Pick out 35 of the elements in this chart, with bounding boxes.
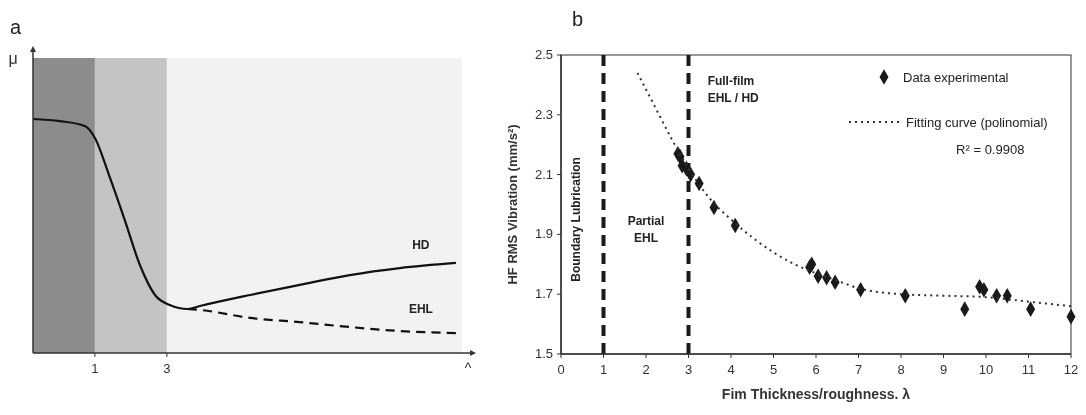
annotation: Full-film EHL / HD (707, 73, 760, 105)
annotation: Partial EHL (627, 214, 665, 246)
x-tick-label: 1 (91, 361, 99, 376)
x-tick-label: 3 (684, 362, 693, 377)
y-tick-label: 2.3 (534, 106, 553, 122)
annotation: R² = 0.9908 (956, 141, 1025, 157)
x-tick-label: 5 (769, 362, 778, 377)
chart-title: a (10, 16, 22, 38)
x-tick-label: 7 (854, 362, 863, 377)
x-tick-label: 10 (978, 362, 994, 377)
x-tick-label: 9 (939, 362, 948, 377)
y-axis-title: HF RMS Vibration (mm/s²) (505, 124, 520, 285)
y-tick-label: 1.7 (534, 286, 553, 302)
y-axis-title: μ (8, 50, 18, 67)
x-tick-label: 1 (599, 362, 608, 377)
y-tick-label: 1.9 (534, 226, 553, 242)
x-tick-label: 6 (812, 362, 820, 377)
x-tick-label: 12 (1063, 362, 1079, 377)
x-tick-label: 8 (897, 362, 905, 377)
series-label: HD (412, 237, 430, 252)
annotation: Boundary Lubrication (569, 157, 584, 282)
x-tick-label: 4 (727, 362, 735, 377)
y-tick-label: 2.5 (534, 47, 553, 62)
legend-label: Fitting curve (polinomial) (906, 115, 1048, 130)
y-tick-label: 2.1 (534, 166, 553, 182)
x-axis-title: ^ (464, 360, 472, 376)
x-tick-label: 3 (163, 361, 171, 376)
x-axis-title: Fim Thickness/roughness. λ (721, 386, 911, 402)
chart-title: b (572, 8, 584, 30)
x-tick-label: 11 (1021, 362, 1036, 377)
legend-label: Data experimental (903, 70, 1009, 85)
x-tick-label: 0 (557, 362, 565, 377)
y-tick-label: 1.5 (534, 346, 553, 361)
series-label: EHL (408, 302, 433, 317)
x-tick-label: 2 (642, 362, 650, 377)
